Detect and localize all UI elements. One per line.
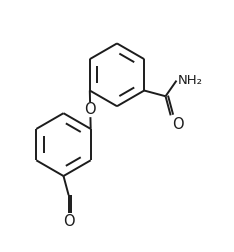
Text: O: O <box>84 102 96 117</box>
Text: NH₂: NH₂ <box>178 74 203 87</box>
Text: O: O <box>172 116 183 132</box>
Text: O: O <box>63 214 74 229</box>
